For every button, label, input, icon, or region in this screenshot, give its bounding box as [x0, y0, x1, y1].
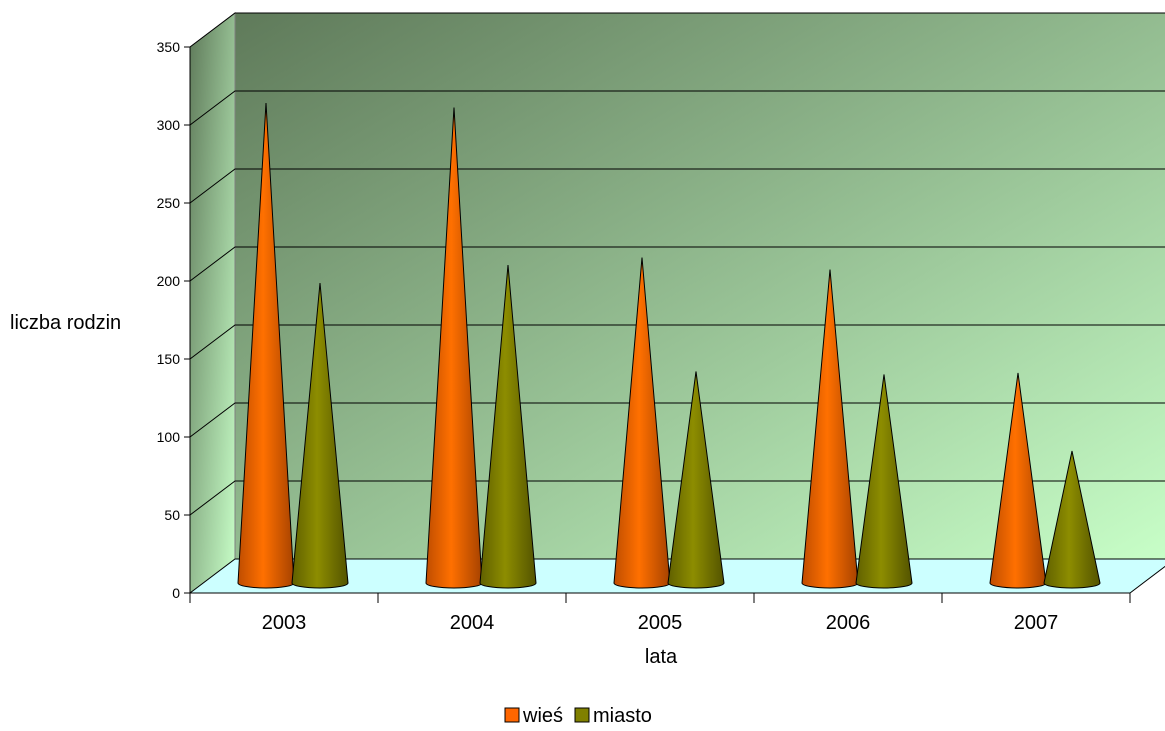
gridline [189, 12, 1165, 48]
gridline [189, 168, 1165, 204]
y-tick-label: 0 [172, 585, 180, 601]
cone-miasto-2006 [855, 374, 913, 589]
gridlines [189, 12, 1165, 516]
x-tick-label: 2003 [262, 612, 307, 634]
gridline [189, 90, 1165, 126]
cone-body [667, 371, 725, 589]
cone-body [1043, 450, 1101, 589]
y-tick-label: 300 [157, 117, 181, 133]
cone-miasto-2003 [291, 282, 349, 589]
x-tick-label: 2004 [450, 612, 495, 634]
y-tick-label: 150 [157, 351, 181, 367]
y-tick-label: 100 [157, 429, 181, 445]
value-axis: 0 50 100 150 200 250 300 350 [157, 39, 191, 601]
y-tick-label: 350 [157, 39, 181, 55]
legend: wieś miasto [504, 705, 652, 727]
gridline [189, 324, 1165, 360]
cone-body [855, 374, 913, 589]
cone-body [291, 282, 349, 589]
legend-label-wieś: wieś [522, 705, 563, 727]
category-axis: 2003 2004 2005 2006 2007 [189, 592, 1131, 634]
gridline [189, 402, 1165, 438]
side-wall [189, 11, 236, 595]
gridline [189, 246, 1165, 282]
legend-swatch-miasto [574, 707, 590, 723]
legend-label-miasto: miasto [593, 705, 652, 727]
y-tick-label: 50 [164, 507, 180, 523]
gridline [189, 480, 1165, 516]
cone-body [479, 264, 537, 589]
legend-swatch-wieś [504, 707, 520, 723]
x-tick-label: 2005 [638, 612, 683, 634]
data-marks [237, 102, 1101, 589]
cone-miasto-2005 [667, 371, 725, 589]
x-tick-label: 2007 [1014, 612, 1059, 634]
y-tick-label: 250 [157, 195, 181, 211]
x-tick-label: 2006 [826, 612, 871, 634]
x-axis-title: lata [645, 646, 678, 668]
cone-miasto-2007 [1043, 450, 1101, 589]
y-axis-title: liczba rodzin [10, 312, 121, 334]
cone-miasto-2004 [479, 264, 537, 589]
y-tick-label: 200 [157, 273, 181, 289]
